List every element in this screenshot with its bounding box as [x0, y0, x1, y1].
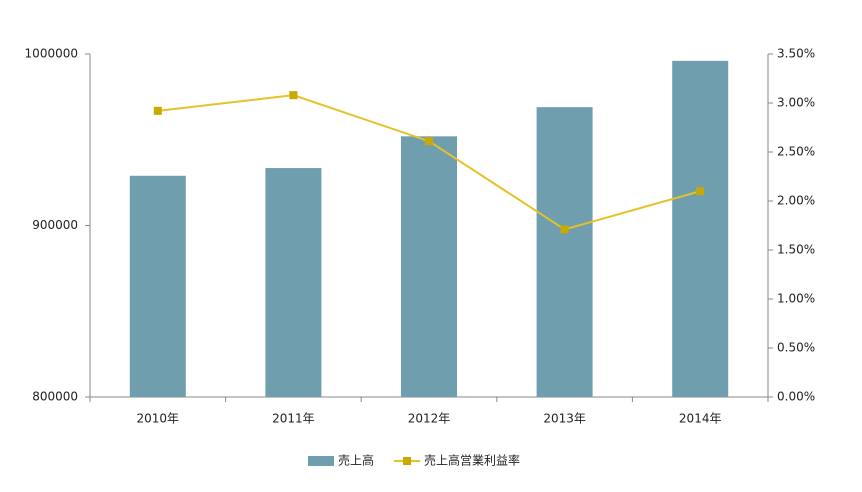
y-tick-label: 800000 [32, 390, 78, 404]
bar [536, 107, 593, 397]
y2-tick-label: 0.00% [777, 390, 815, 404]
y2-tick-label: 3.00% [777, 96, 815, 110]
legend-label: 売上高 [338, 453, 374, 468]
y2-tick-label: 3.50% [777, 47, 815, 61]
bar [129, 175, 186, 397]
line-marker [289, 91, 298, 100]
line-marker [560, 225, 569, 234]
x-tick-label: 2012年 [408, 412, 451, 426]
line-marker [153, 106, 162, 115]
line-marker [425, 137, 433, 146]
y2-tick-label: 2.50% [777, 145, 815, 159]
x-tick-label: 2013年 [543, 412, 586, 426]
legend-marker [403, 457, 412, 465]
x-tick-label: 2010年 [137, 412, 180, 426]
legend-label: 売上高営業利益率 [424, 453, 520, 468]
bar [265, 168, 322, 397]
y2-tick-label: 1.00% [777, 292, 815, 306]
x-tick-label: 2011年 [272, 412, 315, 426]
legend-swatch [308, 456, 334, 466]
y2-tick-label: 0.50% [777, 341, 815, 355]
y-tick-label: 900000 [32, 218, 78, 232]
x-tick-label: 2014年 [679, 412, 722, 426]
bar [672, 60, 729, 398]
bar [401, 136, 457, 397]
y2-tick-label: 1.50% [777, 243, 815, 257]
y2-tick-label: 2.00% [777, 194, 815, 208]
line-marker [696, 187, 705, 196]
y-tick-label: 1000000 [25, 47, 78, 61]
